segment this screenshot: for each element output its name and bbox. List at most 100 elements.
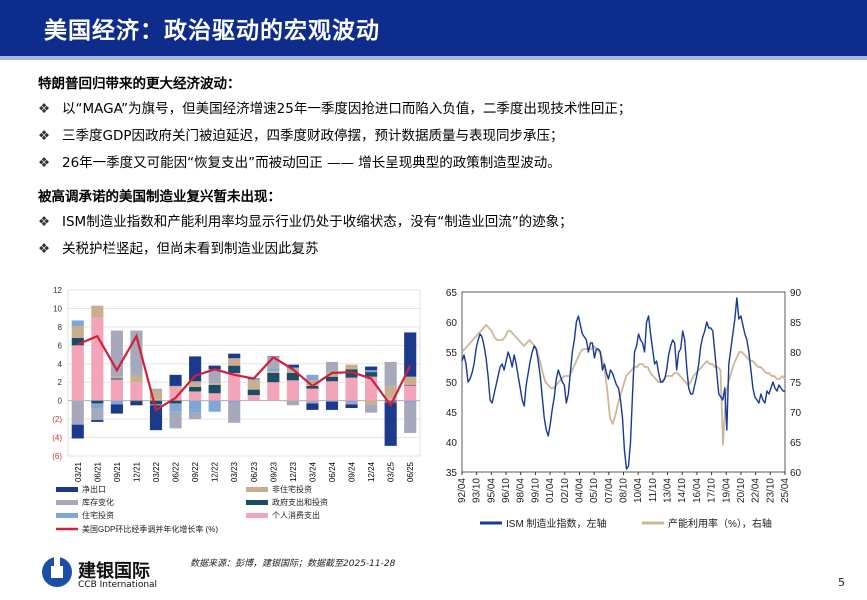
x-tick-label: 09/21 [113,461,122,482]
bar-segment [286,367,299,369]
bar-segment [325,372,339,377]
x-tick-label: 12/24 [367,461,376,482]
x-tick-label: 19/04 [721,478,732,503]
bar-segment [91,403,104,409]
y-tick-label: (2) [52,415,62,424]
y-tick-label: 4 [58,360,63,369]
x-tick-label: 17/10 [707,478,718,503]
bullet-item: ❖ 关税护栏竖起，但尚未看到制造业因此复苏 [38,241,319,257]
bar-segment [306,374,319,381]
x-tick-label: 23/10 [765,478,776,503]
bar-segment [306,400,319,404]
bar-segment [169,385,182,388]
bar-segment [208,400,221,412]
bar-segment [189,386,202,392]
legend-swatch [56,487,78,492]
x-tick-label: 03/24 [308,461,317,482]
x-tick-label: 12/23 [289,461,298,482]
bar-segment [91,408,104,421]
x-tick-label: 06/23 [250,461,259,482]
bar-segment [149,404,163,406]
bar-segment [228,373,241,401]
bar-segment [306,380,319,386]
bar-segment [71,345,84,401]
bar-segment [306,385,319,389]
legend-label: 住宅投资 [82,510,114,520]
bar-segment [208,393,221,401]
bar-segment [228,400,241,403]
bar-segment [404,376,417,385]
bar-segment [345,400,358,403]
x-tick-label: 09/23 [269,461,278,482]
bar-segment [189,400,202,413]
capacity-utilization-line [461,324,786,446]
bar-segment [169,400,182,404]
x-tick-label: 12/22 [211,461,220,482]
ccb-logo-icon [42,555,72,587]
bar-segment [189,412,202,420]
y-left-tick-label: 60 [446,318,458,329]
bar-segment [325,401,339,410]
bar-segment [130,373,143,375]
diamond-bullet-icon: ❖ [38,128,51,144]
bar-segment [71,320,84,326]
bar-segment [325,400,339,402]
legend-label: 非住宅投资 [272,484,312,494]
ism-pmi-line [461,297,785,470]
bar-segment [384,385,397,398]
diamond-bullet-icon: ❖ [38,241,51,257]
y-left-tick-label: 55 [446,348,458,359]
page-number: 5 [838,576,845,589]
bar-segment [169,403,182,412]
bar-segment [110,379,123,401]
data-source-note: 数据来源：彭博，建银国际；数据截至2025-11-28 [190,559,396,569]
bar-segment [130,402,143,406]
y-tick-label: (6) [52,452,62,461]
bar-segment [306,388,319,401]
y-right-tick-label: 75 [790,378,802,389]
x-tick-label: 11/10 [648,478,659,503]
bar-segment [365,400,378,405]
bar-segment [130,400,143,403]
y-right-tick-label: 60 [790,468,802,479]
bullet-item: ❖ 26年一季度又可能因“恢复支出”而被动回正 —— 增长呈现典型的政策制造型波动… [38,155,561,171]
bar-segment [384,361,397,386]
bar-segment [345,364,358,370]
bar-segment [169,374,182,386]
bar-segment [384,401,397,403]
legend-label: 个人消费支出 [272,510,320,520]
bar-segment [189,391,202,401]
x-tick-label: 20/10 [736,478,747,503]
bar-segment [149,400,163,405]
bar-segment [110,378,123,380]
y-right-tick-label: 85 [790,318,802,329]
bar-segment [345,402,358,405]
bar-segment [384,397,397,401]
diamond-bullet-icon: ❖ [38,155,51,171]
x-tick-label: 22/04 [751,478,762,503]
y-tick-label: 10 [53,304,62,313]
x-tick-label: 92/04 [457,478,468,503]
bar-segment [384,402,397,446]
bar-segment [110,376,123,379]
bullet-item: ❖ 以“MAGA”为旗号，但美国经济增速25年一季度因抢进口而陷入负值，二季度出现… [38,101,632,117]
x-tick-label: 09/22 [191,461,200,482]
bar-segment [267,368,280,372]
x-tick-label: 98/04 [516,478,527,503]
header-bar [0,0,867,56]
legend-label: ISM 制造业指数，左轴 [506,517,607,530]
bar-segment [306,403,319,410]
bar-segment [267,356,280,369]
bar-segment [228,402,241,423]
bar-segment [228,365,241,373]
bar-segment [247,380,260,390]
diamond-bullet-icon: ❖ [38,101,51,117]
bar-segment [286,364,299,368]
x-tick-label: 16/04 [692,478,703,503]
x-tick-label: 05/10 [589,478,600,503]
y-tick-label: 2 [58,378,63,387]
legend-swatch [56,513,78,518]
legend-label: 美国GDP环比经季调并年化增长率 (%) [82,524,218,534]
x-tick-label: 04/04 [574,478,585,503]
legend-swatch [246,487,268,492]
